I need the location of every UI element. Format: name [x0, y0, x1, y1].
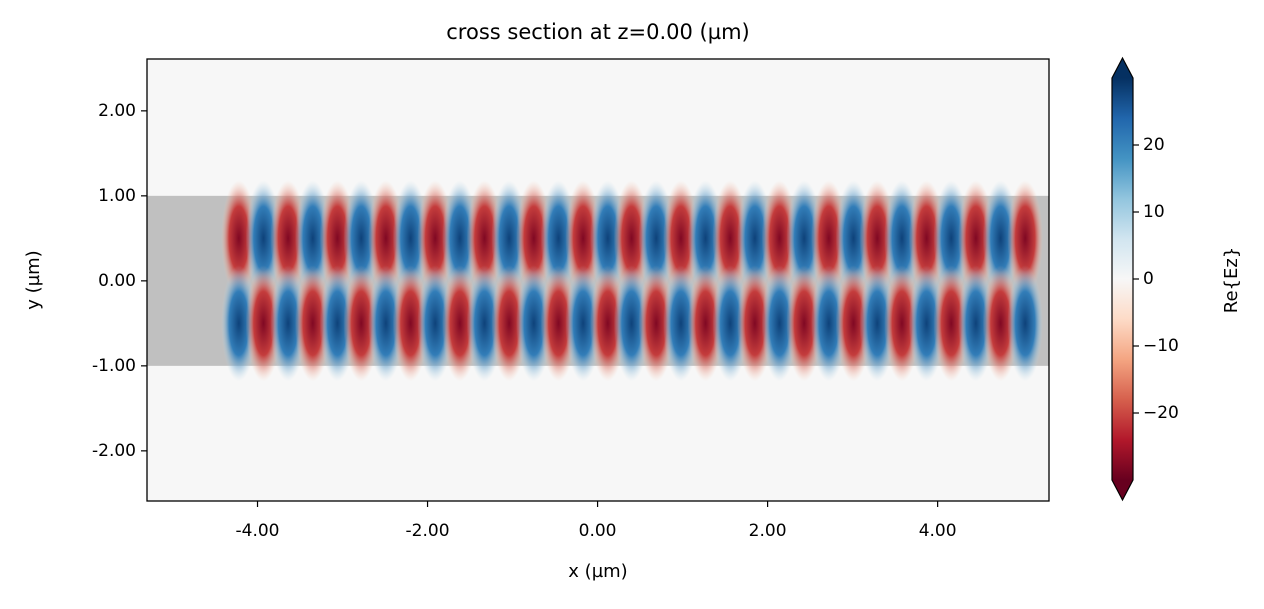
- field-lobe: [565, 180, 601, 297]
- field-lobe: [1007, 180, 1043, 297]
- field-lobe: [786, 180, 822, 297]
- colorbar-tick-label: 0: [1143, 269, 1154, 289]
- field-lobe: [270, 265, 306, 382]
- field-lobe: [417, 180, 453, 297]
- y-tick-label: 1.00: [98, 186, 136, 206]
- field-lobe: [540, 265, 577, 382]
- field-lobe: [613, 180, 650, 297]
- y-axis-label: y (µm): [23, 250, 44, 309]
- field-lobe: [442, 265, 478, 382]
- field-lobe: [221, 265, 257, 382]
- field-lobe: [221, 180, 257, 297]
- field-lobe: [712, 265, 748, 382]
- field-lobe: [245, 180, 282, 297]
- x-axis-label: x (µm): [568, 561, 627, 582]
- field-lobe: [761, 180, 798, 297]
- field-lobe: [638, 265, 674, 382]
- field-lobe: [466, 265, 503, 382]
- field-lobe: [516, 180, 552, 297]
- field-lobe: [687, 265, 724, 382]
- colorbar-tick-label: 20: [1143, 135, 1165, 155]
- y-tick-label: 2.00: [98, 101, 136, 121]
- colorbar: [1112, 78, 1133, 480]
- field-lobe: [982, 265, 1019, 382]
- x-tick-label: 2.00: [749, 521, 787, 541]
- field-lobe: [737, 265, 773, 382]
- field-lobe: [958, 265, 994, 382]
- colorbar-extend-low: [1112, 480, 1133, 500]
- colorbar-frame: [1111, 56, 1134, 502]
- colorbar-tick-label: 10: [1143, 202, 1165, 222]
- field-lobe: [245, 265, 282, 382]
- field-lobe: [442, 180, 478, 297]
- y-tick-label: -2.00: [92, 441, 136, 461]
- field-lobe: [712, 180, 748, 297]
- field-lobe: [343, 180, 379, 297]
- field-lobe: [737, 180, 773, 297]
- x-tick-label: -2.00: [406, 521, 450, 541]
- field-lobe: [786, 265, 822, 382]
- colorbar-label: Re{Ez}: [1221, 247, 1242, 314]
- field-lobe: [392, 180, 429, 297]
- field-lobe: [859, 180, 896, 297]
- field-lobe: [811, 180, 847, 297]
- colorbar-tick-label: −10: [1143, 336, 1179, 356]
- x-tick-label: 4.00: [919, 521, 957, 541]
- field-lobe: [884, 180, 920, 297]
- y-tick-label: 0.00: [98, 271, 136, 291]
- field-lobe: [761, 265, 798, 382]
- field-lobe: [368, 180, 404, 297]
- colorbar-extend-high: [1112, 58, 1133, 78]
- field-lobe: [687, 180, 724, 297]
- field-lobe: [540, 180, 577, 297]
- colorbar-tick-label: −20: [1143, 403, 1179, 423]
- x-tick-label: 0.00: [579, 521, 617, 541]
- field-lobe: [958, 180, 994, 297]
- field-lobe: [491, 180, 527, 297]
- field-lobe: [1007, 265, 1043, 382]
- field-lobe: [638, 180, 674, 297]
- field-lobe: [392, 265, 429, 382]
- field-lobe: [933, 180, 969, 297]
- field-lobe: [982, 180, 1019, 297]
- field-lobe: [466, 180, 503, 297]
- field-lobe: [859, 265, 896, 382]
- field-lobe: [613, 265, 650, 382]
- field-lobe: [295, 265, 331, 382]
- field-lobe: [565, 265, 601, 382]
- field-lobe: [933, 265, 969, 382]
- field-lobe: [270, 180, 306, 297]
- chart-title: cross section at z=0.00 (µm): [446, 20, 749, 44]
- field-lobe: [368, 265, 404, 382]
- plot-area: [147, 59, 1049, 501]
- field-lobe: [295, 180, 331, 297]
- field-lobe: [884, 265, 920, 382]
- field-lobe: [908, 180, 945, 297]
- field-lobe: [417, 265, 453, 382]
- field-lobe: [491, 265, 527, 382]
- field-lobe: [663, 180, 699, 297]
- field-lobe: [343, 265, 379, 382]
- field-lobe: [663, 265, 699, 382]
- y-tick-label: -1.00: [92, 356, 136, 376]
- field-lobe: [811, 265, 847, 382]
- field-lobe: [908, 265, 945, 382]
- field-lobe: [516, 265, 552, 382]
- x-tick-label: -4.00: [236, 521, 280, 541]
